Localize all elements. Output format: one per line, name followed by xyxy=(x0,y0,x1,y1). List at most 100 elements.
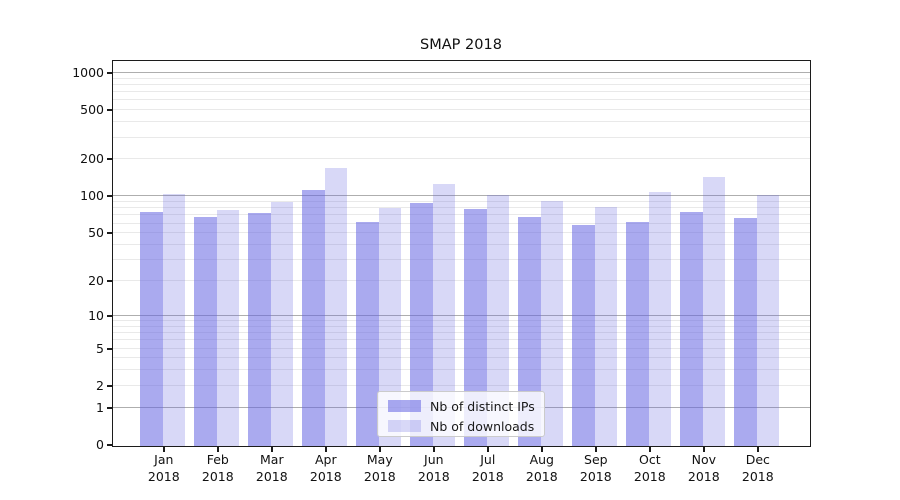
x-tick-month: Sep xyxy=(584,452,608,467)
x-tick-mark xyxy=(432,446,435,452)
bar-may-distinct-ips xyxy=(356,221,379,446)
minor-gridline xyxy=(113,201,810,203)
minor-gridline xyxy=(113,339,810,341)
x-tick-mark xyxy=(648,446,651,452)
minor-gridline xyxy=(113,232,810,234)
x-tick-mark xyxy=(270,446,273,452)
bar-mar-downloads xyxy=(270,202,294,446)
x-tick-year: 2018 xyxy=(363,468,396,484)
legend-swatch-downloads xyxy=(388,420,421,432)
minor-gridline xyxy=(113,259,810,261)
x-tick-month: Mar xyxy=(260,452,284,467)
x-tick-month: Jan xyxy=(154,452,174,467)
minor-gridline xyxy=(113,99,810,101)
x-tick-year: 2018 xyxy=(687,468,720,484)
x-tick-label: Mar 2018 xyxy=(240,452,304,485)
y-tick-label: 0 xyxy=(96,437,104,452)
minor-gridline xyxy=(113,369,810,371)
bar-dec-distinct-ips xyxy=(734,217,757,446)
x-tick-label: May 2018 xyxy=(348,452,412,485)
x-tick-month: Dec xyxy=(745,452,770,467)
bar-jun-distinct-ips xyxy=(410,202,433,446)
x-tick-month: Feb xyxy=(206,452,229,467)
minor-gridline xyxy=(113,244,810,245)
x-tick-year: 2018 xyxy=(201,468,234,484)
bar-aug-distinct-ips xyxy=(518,216,541,446)
minor-gridline xyxy=(113,83,810,85)
bar-jan-downloads xyxy=(162,193,186,446)
minor-gridline xyxy=(113,109,810,111)
plot-area: Nb of distinct IPs Nb of downloads xyxy=(112,59,811,447)
x-tick-year: 2018 xyxy=(309,468,342,484)
minor-gridline xyxy=(113,158,810,160)
minor-gridline xyxy=(113,214,810,216)
y-tick-label: 1 xyxy=(96,399,104,415)
bar-nov-downloads xyxy=(702,177,726,446)
major-gridline xyxy=(113,314,810,316)
minor-gridline xyxy=(113,320,810,321)
legend-swatch-distinct-ips xyxy=(388,400,421,412)
minor-gridline xyxy=(113,77,810,79)
x-tick-label: Apr 2018 xyxy=(294,452,358,485)
x-tick-month: Oct xyxy=(638,452,661,467)
x-tick-mark xyxy=(756,446,759,452)
x-tick-label: Jul 2018 xyxy=(456,452,520,485)
x-tick-label: Feb 2018 xyxy=(186,452,250,485)
minor-gridline xyxy=(113,207,810,209)
legend-item-downloads: Nb of downloads xyxy=(388,418,544,435)
bar-mar-distinct-ips xyxy=(248,213,271,446)
x-tick-month: Aug xyxy=(529,452,554,467)
bar-sep-distinct-ips xyxy=(572,225,595,446)
x-tick-mark xyxy=(594,446,597,452)
bar-sep-downloads xyxy=(594,206,618,446)
x-tick-year: 2018 xyxy=(147,468,180,484)
bar-oct-downloads xyxy=(648,192,672,446)
y-tick-label: 500 xyxy=(80,102,104,118)
bar-jul-distinct-ips xyxy=(464,208,487,446)
bar-apr-downloads xyxy=(324,168,348,446)
legend: Nb of distinct IPs Nb of downloads xyxy=(377,390,545,437)
minor-gridline xyxy=(113,121,810,123)
minor-gridline xyxy=(113,222,810,224)
x-tick-month: Jun xyxy=(424,452,444,467)
x-tick-label: Aug 2018 xyxy=(510,452,574,485)
bar-jul-downloads xyxy=(486,195,510,446)
chart-title: SMAP 2018 xyxy=(420,37,502,53)
major-gridline xyxy=(113,71,810,73)
y-tick-label: 100 xyxy=(80,188,104,204)
major-gridline xyxy=(113,195,810,197)
x-tick-label: Nov 2018 xyxy=(672,452,736,485)
bar-oct-distinct-ips xyxy=(626,222,649,446)
x-tick-mark xyxy=(540,446,543,452)
bar-apr-distinct-ips xyxy=(302,189,325,446)
minor-gridline xyxy=(113,384,810,386)
bar-feb-distinct-ips xyxy=(194,216,217,446)
x-tick-label: Oct 2018 xyxy=(618,452,682,485)
x-tick-mark xyxy=(702,446,705,452)
legend-label-downloads: Nb of downloads xyxy=(430,418,535,434)
x-tick-mark xyxy=(216,446,219,452)
x-tick-label: Dec 2018 xyxy=(726,452,790,485)
y-tick-label: 10 xyxy=(88,307,104,323)
minor-gridline xyxy=(113,136,810,138)
x-tick-year: 2018 xyxy=(471,468,504,484)
x-tick-year: 2018 xyxy=(417,468,450,484)
x-tick-label: Sep 2018 xyxy=(564,452,628,485)
x-tick-label: Jun 2018 xyxy=(402,452,466,485)
minor-gridline xyxy=(113,347,810,349)
x-tick-mark xyxy=(378,446,381,452)
x-tick-mark xyxy=(162,446,165,452)
x-tick-mark xyxy=(486,446,489,452)
x-tick-month: Nov xyxy=(691,452,716,467)
bar-may-downloads xyxy=(378,208,402,446)
x-tick-year: 2018 xyxy=(525,468,558,484)
y-tick-label: 2 xyxy=(96,377,104,393)
bar-aug-downloads xyxy=(540,201,564,446)
x-tick-month: Apr xyxy=(314,452,337,467)
x-tick-year: 2018 xyxy=(633,468,666,484)
bar-nov-distinct-ips xyxy=(680,212,703,446)
y-tick-label: 20 xyxy=(88,273,104,289)
bar-jun-downloads xyxy=(432,183,456,446)
minor-gridline xyxy=(113,325,810,327)
